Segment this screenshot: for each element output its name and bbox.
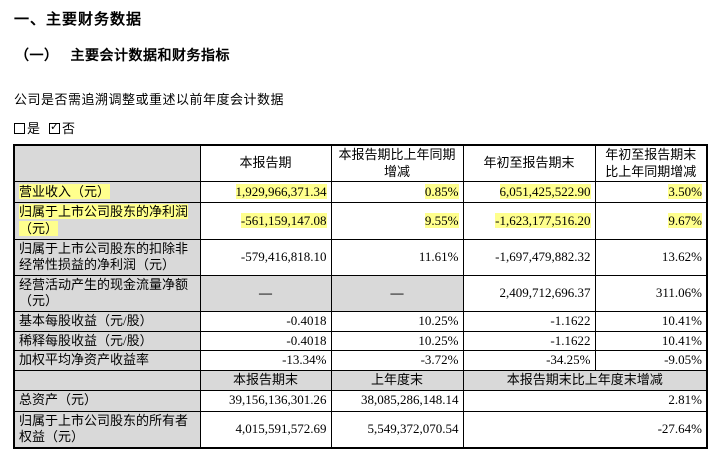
section-title: （一） 主要会计数据和财务指标 (15, 45, 706, 65)
value-cell: -9.05% (594, 350, 708, 371)
value-cell: -1,697,479,882.32 (462, 238, 596, 276)
table-row-diluted-eps: 稀释每股收益（元/股） -0.4018 10.25% -1.1622 10.41… (13, 330, 708, 352)
check-icon: ✓ (50, 120, 60, 133)
value-cell: -579,416,818.10 (199, 238, 332, 276)
value-cell: -1.1622 (462, 311, 596, 332)
row-label: 经营活动产生的现金流量净额（元） (13, 274, 201, 313)
value-cell: — (199, 274, 332, 313)
row-label: 归属于上市公司股东的扣除非经常性损益的净利润（元） (13, 238, 201, 276)
restatement-options: 是 ✓ 否 (14, 118, 706, 136)
subheader-empty-cell (13, 369, 201, 391)
value-cell: 2,409,712,696.37 (462, 274, 596, 313)
value-cell: -561,159,147.08 (199, 202, 332, 240)
value-cell: 4,015,591,572.69 (199, 410, 332, 449)
restatement-question: 公司是否需追溯调整或重述以前年度会计数据 (14, 92, 285, 107)
value-cell: -13.34% (199, 350, 332, 371)
table-header-row: 本报告期 本报告期比上年同期增减 年初至报告期末 年初至报告期末比上年同期增减 (13, 144, 708, 183)
value-cell: 9.55% (330, 202, 464, 240)
value-cell: 9.67% (594, 202, 708, 240)
option-no: ✓ 否 (49, 121, 75, 136)
table-row-revenue: 营业收入（元） 1,929,966,371.34 0.85% 6,051,425… (13, 181, 708, 204)
header-cell: 本报告期 (199, 144, 332, 183)
value-cell: — (330, 274, 464, 313)
header-cell: 本报告期比上年同期增减 (330, 144, 464, 183)
header-cell: 年初至报告期末 (462, 144, 596, 183)
value-cell: -0.4018 (199, 311, 332, 332)
table-row-net-profit-excl: 归属于上市公司股东的扣除非经常性损益的净利润（元） -579,416,818.1… (13, 238, 708, 276)
table-row-roe: 加权平均净资产收益率 -13.34% -3.72% -34.25% -9.05% (13, 350, 708, 371)
value-cell: 10.25% (330, 330, 464, 352)
row-label: 归属于上市公司股东的净利润（元） (13, 202, 201, 240)
yes-label: 是 (27, 121, 41, 136)
value-cell: 2.81% (462, 389, 708, 412)
table-row-cash-flow: 经营活动产生的现金流量净额（元） — — 2,409,712,696.37 31… (13, 274, 708, 313)
row-label: 基本每股收益（元/股） (13, 311, 201, 332)
section-number: （一） (15, 47, 59, 63)
table-row-total-assets: 总资产（元） 39,156,136,301.26 38,085,286,148.… (13, 389, 708, 412)
option-yes: 是 (14, 121, 40, 136)
value-cell: -1,623,177,516.20 (462, 202, 596, 240)
page-title: 一、主要财务数据 (14, 11, 143, 28)
table-row-equity: 归属于上市公司股东的所有者权益（元） 4,015,591,572.69 5,54… (13, 410, 708, 449)
value-cell: -34.25% (462, 350, 596, 371)
yes-checkbox-icon (14, 123, 25, 134)
no-label: 否 (62, 121, 76, 136)
table-subheader-row: 本报告期末 上年度末 本报告期末比上年度末增减 (13, 369, 708, 391)
table-row-basic-eps: 基本每股收益（元/股） -0.4018 10.25% -1.1622 10.41… (13, 311, 708, 332)
value-cell: 38,085,286,148.14 (330, 389, 464, 412)
value-cell: 13.62% (594, 238, 708, 276)
row-label: 稀释每股收益（元/股） (13, 330, 201, 352)
subheader-cell: 本报告期末比上年度末增减 (462, 369, 708, 391)
header-cell: 年初至报告期末比上年同期增减 (594, 144, 708, 183)
financial-data-table: 本报告期 本报告期比上年同期增减 年初至报告期末 年初至报告期末比上年同期增减 … (13, 144, 708, 449)
header-empty-cell (13, 144, 201, 183)
no-checkbox-icon: ✓ (49, 120, 61, 134)
value-cell: 10.25% (330, 311, 464, 332)
row-label: 归属于上市公司股东的所有者权益（元） (13, 410, 201, 449)
value-cell: 5,549,372,070.54 (330, 410, 464, 449)
value-cell: -1.1622 (462, 330, 596, 352)
value-cell: 6,051,425,522.90 (462, 181, 596, 204)
row-label: 总资产（元） (13, 389, 201, 412)
value-cell: 10.41% (594, 311, 708, 332)
section-title-text: 主要会计数据和财务指标 (70, 47, 230, 63)
subheader-cell: 上年度末 (330, 369, 464, 391)
subheader-cell: 本报告期末 (199, 369, 332, 391)
value-cell: -0.4018 (199, 330, 332, 352)
value-cell: 0.85% (330, 181, 464, 204)
value-cell: 11.61% (330, 238, 464, 276)
row-label: 营业收入（元） (13, 181, 201, 204)
row-label: 加权平均净资产收益率 (13, 350, 201, 371)
value-cell: 1,929,966,371.34 (199, 181, 332, 204)
value-cell: -3.72% (330, 350, 464, 371)
value-cell: 3.50% (594, 181, 708, 204)
table-row-net-profit: 归属于上市公司股东的净利润（元） -561,159,147.08 9.55% -… (13, 202, 708, 240)
value-cell: 39,156,136,301.26 (199, 389, 332, 412)
value-cell: 10.41% (594, 330, 708, 352)
value-cell: 311.06% (594, 274, 708, 313)
value-cell: -27.64% (462, 410, 708, 449)
